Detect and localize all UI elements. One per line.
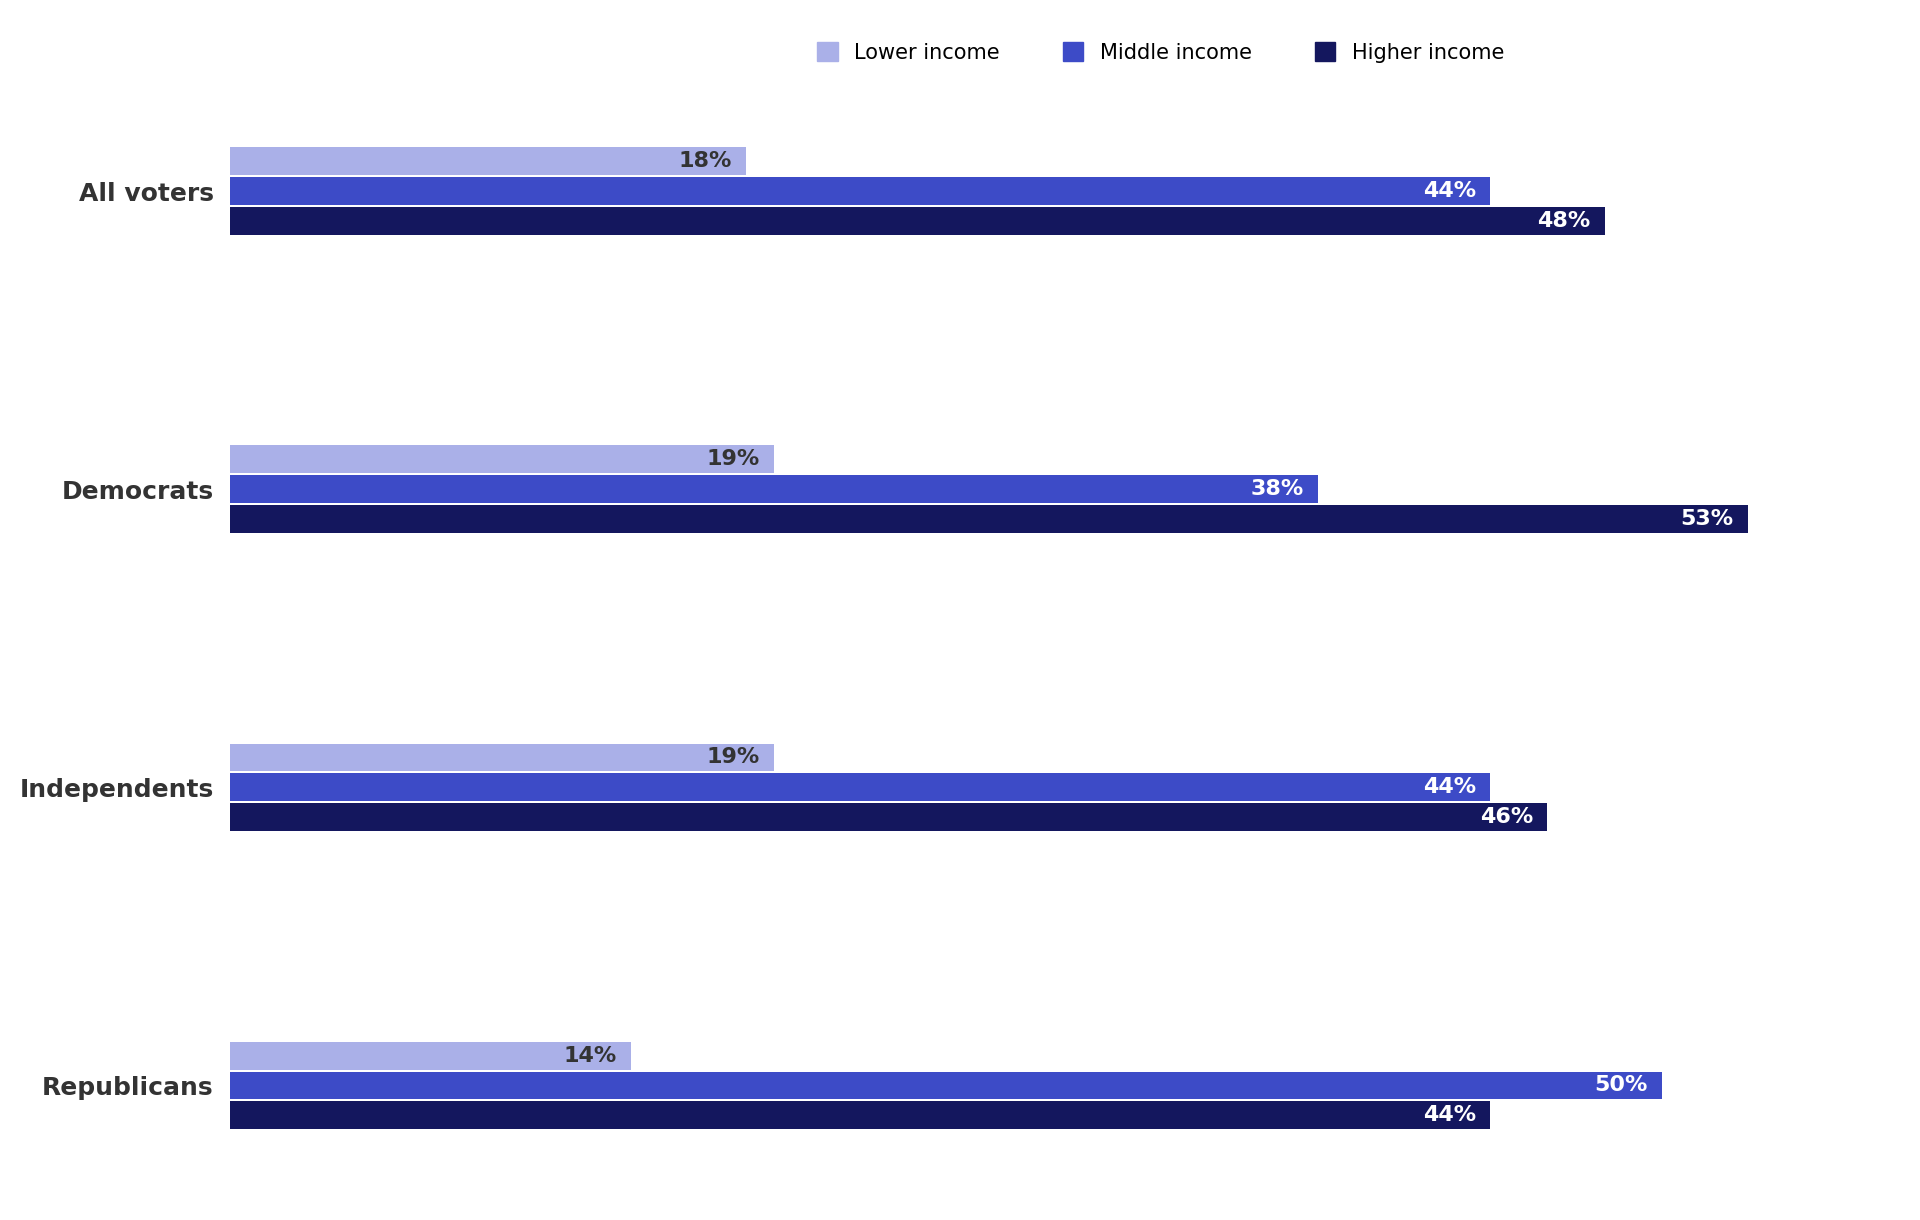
Bar bbox=[230, 505, 1747, 533]
Text: 53%: 53% bbox=[1680, 509, 1734, 529]
Bar bbox=[230, 1071, 1663, 1099]
Text: 14%: 14% bbox=[564, 1046, 616, 1065]
Bar bbox=[230, 773, 1490, 802]
Bar bbox=[230, 207, 1605, 234]
Text: 46%: 46% bbox=[1480, 808, 1534, 827]
Bar bbox=[230, 445, 774, 473]
Text: 19%: 19% bbox=[707, 449, 760, 470]
Text: 38%: 38% bbox=[1250, 479, 1304, 499]
Bar bbox=[230, 743, 774, 771]
Text: 44%: 44% bbox=[1423, 777, 1476, 798]
Text: 50%: 50% bbox=[1594, 1076, 1647, 1096]
Bar bbox=[230, 803, 1548, 831]
Text: 18%: 18% bbox=[678, 151, 732, 171]
Bar bbox=[230, 177, 1490, 205]
Text: 44%: 44% bbox=[1423, 181, 1476, 201]
Bar bbox=[230, 1102, 1490, 1130]
Text: 48%: 48% bbox=[1538, 211, 1590, 231]
Text: 19%: 19% bbox=[707, 748, 760, 767]
Legend: Lower income, Middle income, Higher income: Lower income, Middle income, Higher inco… bbox=[808, 34, 1513, 71]
Bar bbox=[230, 148, 745, 176]
Bar bbox=[230, 1042, 632, 1070]
Bar bbox=[230, 476, 1319, 503]
Text: 44%: 44% bbox=[1423, 1105, 1476, 1125]
